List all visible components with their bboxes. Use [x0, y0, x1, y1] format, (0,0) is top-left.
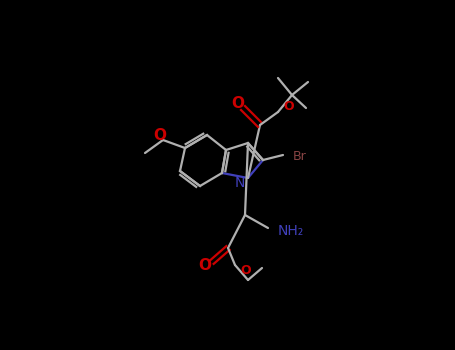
Text: O: O: [283, 100, 293, 113]
Text: O: O: [232, 96, 244, 111]
Text: O: O: [198, 259, 212, 273]
Text: N: N: [235, 176, 245, 190]
Text: O: O: [240, 264, 251, 276]
Text: Br: Br: [293, 150, 307, 163]
Text: NH₂: NH₂: [278, 224, 304, 238]
Text: O: O: [153, 128, 167, 143]
